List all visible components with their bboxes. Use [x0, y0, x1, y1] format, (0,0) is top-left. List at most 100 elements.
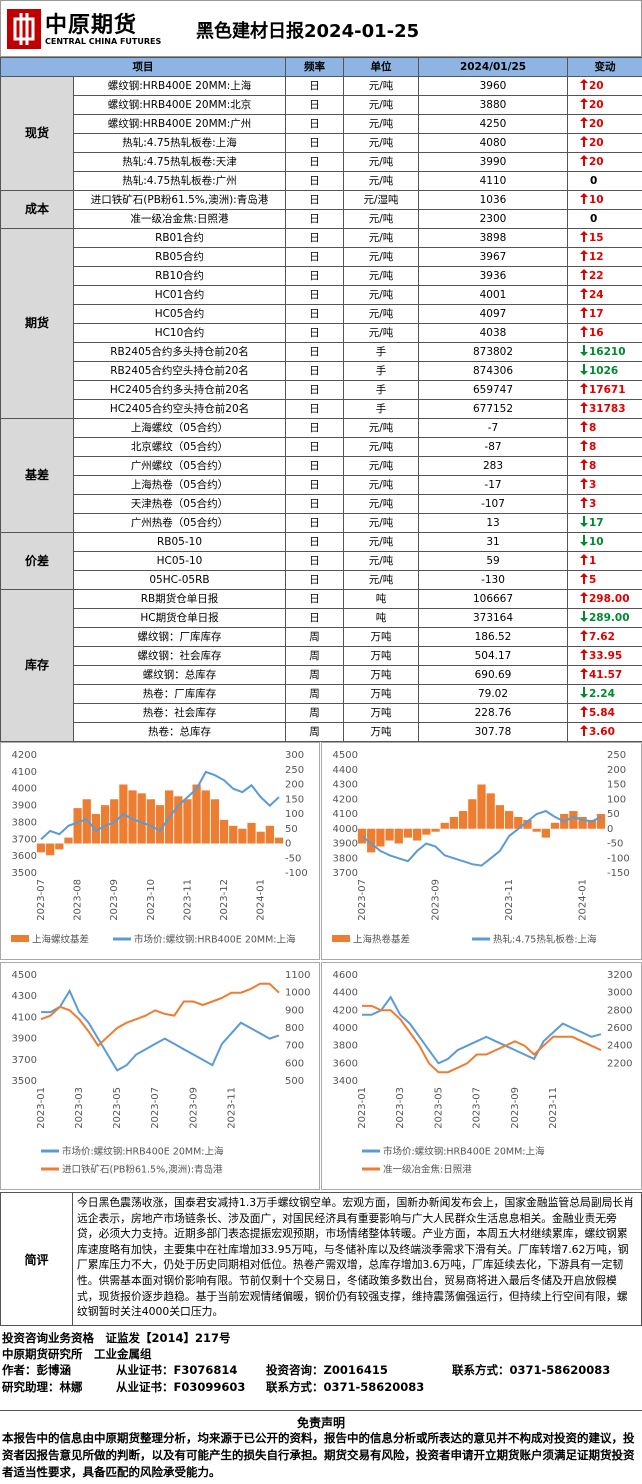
change-cell: 33.95	[567, 646, 642, 666]
freq-cell: 周	[285, 665, 344, 685]
bar	[458, 811, 468, 829]
change-cell: 12	[567, 247, 642, 267]
change-arrow	[580, 363, 588, 375]
change-arrow	[580, 534, 588, 546]
value-cell: -130	[418, 570, 568, 590]
change-value: 5	[589, 573, 597, 586]
change-arrow	[580, 287, 588, 299]
freq-cell: 周	[285, 684, 344, 704]
group-label: 库存	[0, 589, 74, 742]
y-tick-label: 3900	[12, 1034, 37, 1045]
bar	[91, 814, 101, 844]
change-arrow	[580, 648, 588, 660]
item-cell: 天津热卷（05合约）	[73, 494, 286, 514]
freq-cell: 日	[285, 608, 344, 628]
item-cell: 热卷：总库存	[73, 722, 286, 742]
unit-cell: 元/吨	[343, 228, 419, 248]
freq-cell: 日	[285, 494, 344, 514]
arrow-shape	[580, 325, 588, 337]
table-row: 热卷：总库存周万吨 307.78 3.60	[1, 722, 642, 742]
x-tick-label: 2023-10	[146, 879, 157, 921]
y2-tick-label: 50	[285, 824, 298, 835]
table-row: 北京螺纹（05合约）日元/吨 -87 8	[1, 437, 642, 457]
change-value: 17	[589, 516, 604, 529]
freq-cell: 日	[285, 266, 344, 286]
item-cell: 热卷：厂库库存	[73, 684, 286, 704]
author-cert: 从业证书：F3076814	[116, 1363, 238, 1377]
y-tick-label: 4500	[12, 970, 37, 981]
bar	[403, 828, 413, 838]
freq-cell: 日	[285, 380, 344, 400]
change-arrow	[580, 382, 588, 394]
freq-cell: 日	[285, 228, 344, 248]
arrow-shape	[580, 667, 588, 679]
change-cell: 7.62	[567, 627, 642, 647]
arrow-shape	[580, 553, 588, 565]
x-tick-label: 2023-01	[357, 1087, 368, 1129]
unit-cell: 万吨	[343, 722, 419, 742]
y-tick-label: 4400	[333, 765, 358, 776]
x-tick-label: 2023-07	[472, 1087, 483, 1129]
legend-label: 进口铁矿石(PB粉61.5%,澳洲):青岛港	[62, 1164, 223, 1176]
y-tick-label: 3800	[12, 817, 37, 828]
freq-cell: 日	[285, 342, 344, 362]
value-cell: 3967	[418, 247, 568, 267]
change-cell: 16210	[567, 342, 642, 362]
arrow-shape	[580, 420, 588, 432]
y-tick-label: 4000	[333, 1023, 358, 1034]
x-tick-label: 2023-03	[395, 1087, 406, 1129]
y-tick-label: 4200	[12, 750, 37, 761]
y2-tick-label: -100	[607, 853, 630, 864]
change-cell: 8	[567, 437, 642, 457]
bar	[413, 828, 422, 841]
chart: 3500 3700 3900 4100 4300 4500 500 600 700 800 900 1…	[12, 970, 311, 1176]
arrow-shape	[580, 230, 588, 242]
value-cell: 59	[418, 551, 568, 571]
table-row: HC2405合约空头持仓前20名日手 677152 31783	[1, 399, 642, 419]
y2-tick-label: 200	[607, 765, 626, 776]
bar	[183, 799, 192, 844]
unit-cell: 手	[343, 361, 419, 381]
unit-cell: 元/吨	[343, 494, 419, 514]
value-cell: 504.17	[418, 646, 568, 666]
table-row: HC期货仓单日报日吨 373164 289.00	[1, 608, 642, 628]
item-cell: 螺纹钢:HRB400E 20MM:上海	[73, 76, 286, 96]
bar	[569, 811, 578, 829]
assistant: 研究助理：林娜	[2, 1380, 83, 1394]
line	[362, 1004, 602, 1074]
disclaimer-title: 免责声明	[296, 1416, 345, 1430]
y-tick-label: 3700	[333, 868, 358, 879]
table-row: 热卷：厂库库存周万吨 79.02 2.24	[1, 684, 642, 704]
legend-label: 准一级冶金焦:日照港	[383, 1164, 472, 1176]
change-value: 0	[590, 212, 598, 225]
table-row: 热轧:4.75热轧板卷:天津日元/吨 3990 20	[1, 152, 642, 172]
assistant-contact: 联系方式：0371-58620083	[266, 1380, 425, 1394]
table-row: 库存 RB期货仓单日报日吨 106667 298.00	[0, 589, 642, 742]
qualification: 投资咨询业务资格 证监发【2014】217号	[2, 1331, 231, 1345]
x-tick-label: 2023-05	[433, 1087, 444, 1129]
change-cell: 0	[567, 171, 642, 191]
item-cell: 螺纹钢:HRB400E 20MM:广州	[73, 114, 286, 134]
value-cell: -17	[418, 475, 568, 495]
change-cell: 17	[567, 513, 642, 533]
unit-cell: 吨	[343, 608, 419, 628]
bar	[532, 828, 541, 832]
x-tick-label: 2023-11	[504, 879, 515, 921]
change-arrow	[580, 420, 588, 432]
unit-cell: 元/吨	[343, 532, 419, 552]
table-row: 现货 螺纹钢:HRB400E 20MM:上海日元/吨 3960 20	[0, 76, 642, 191]
unit-cell: 万吨	[343, 665, 419, 685]
freq-cell: 周	[285, 627, 344, 647]
table-row: 热轧:4.75热轧板卷:上海日元/吨 4080 20	[1, 133, 642, 153]
unit-cell: 元/吨	[343, 133, 419, 153]
freq-cell: 日	[285, 437, 344, 457]
bar	[587, 819, 596, 829]
arrow-shape	[580, 344, 588, 356]
table-row: RB05合约日元/吨 3967 12	[1, 247, 642, 267]
column-header: 变动	[567, 57, 642, 77]
change-value: 20	[589, 155, 604, 168]
y-tick-label: 4600	[333, 970, 358, 981]
table-row: 天津热卷（05合约）日元/吨 -107 3	[1, 494, 642, 514]
bar	[201, 790, 210, 844]
